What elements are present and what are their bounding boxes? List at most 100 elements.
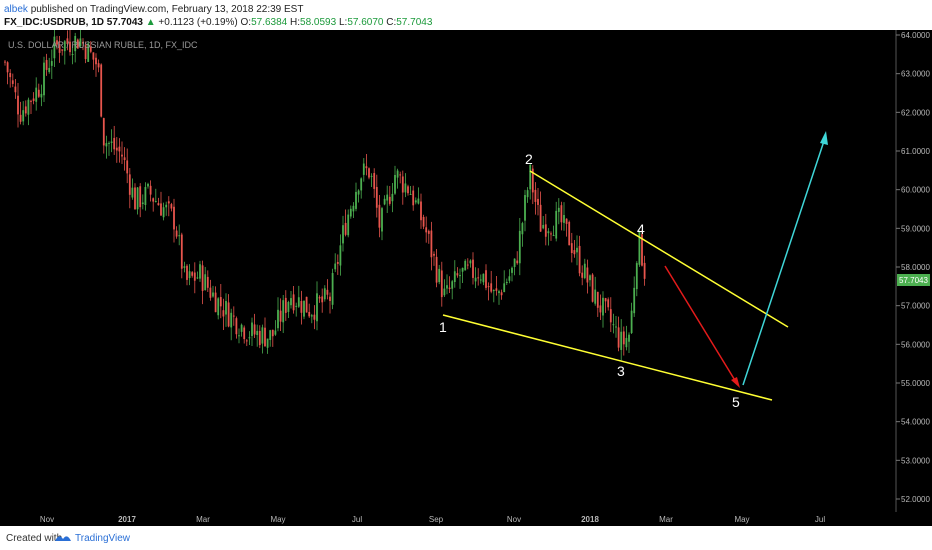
candle-body [248,337,251,339]
price-chart[interactable]: 1 2 3 4 5 U.S. DOLLAR / RUSSIAN RUBLE, 1… [0,26,932,512]
time-axis[interactable]: Nov 2017 Mar May Jul Sep Nov 2018 Mar May Jul [0,512,932,526]
candle-body [583,263,586,279]
candle-body [461,267,464,272]
candle-body [56,40,58,45]
candle-body [440,270,443,298]
candle-body [170,204,173,209]
candle-body [487,286,490,288]
candle-body [586,267,589,283]
candle-body [217,298,220,316]
candle-body [407,186,409,194]
chart-area[interactable]: 1 2 3 4 5 U.S. DOLLAR / RUSSIAN RUBLE, 1… [0,26,932,512]
candle-body [360,178,363,191]
candle-body [24,106,27,114]
candle-body [295,305,298,307]
candle-body [201,265,204,291]
candle-body [87,43,90,62]
wave-label-3: 3 [617,363,625,379]
candle-body [503,283,506,293]
candle-body [245,340,248,342]
time-axis-label: Sep [429,515,444,524]
time-axis-label: Jul [815,515,825,524]
candle-body [238,335,240,337]
price-axis-label: 58.0000 [901,263,930,272]
candle-body [266,338,269,348]
candle-body [6,62,9,73]
candle-body [261,327,264,344]
candle-body [183,266,186,268]
open-label: O: [240,17,252,28]
candle-body [630,310,633,334]
candle-body [557,207,560,212]
upper-trendline[interactable] [529,170,789,328]
candle-body [316,293,318,322]
time-axis-label: Jul [352,515,362,524]
candle-body [22,110,25,122]
candle-body [258,330,261,346]
candle-body [63,41,66,52]
candle-body [100,64,103,117]
candle-body [490,283,493,292]
candle-body [108,142,110,144]
candle-body [425,227,428,233]
candle-body [342,225,344,244]
candle-body [589,275,591,281]
candle-body [344,222,347,235]
candle-body [4,61,6,63]
lower-trendline[interactable] [442,314,773,401]
price-axis[interactable]: 64.0000 63.0000 62.0000 61.0000 60.0000 59.00… [896,31,930,504]
candle-body [336,261,339,264]
price-axis-label: 60.0000 [901,186,930,195]
author-link[interactable]: albek [4,4,28,15]
candle-body [253,324,256,335]
candle-body [417,198,420,204]
time-axis-label: May [270,515,285,524]
candle-body [126,160,129,174]
projection-up-arrow[interactable] [742,137,826,386]
candle-body [544,224,547,237]
candle-body [412,190,415,206]
candle-body [466,264,469,266]
price-axis-label: 61.0000 [901,147,930,156]
candle-body [110,141,113,143]
candle-body [331,273,334,305]
candle-body [568,221,571,246]
candle-body [492,290,495,292]
candle-body [11,80,14,84]
projection-down-arrow[interactable] [664,265,737,383]
wave-label-2: 2 [525,151,533,167]
candle-body [79,38,82,46]
candle-body [284,297,287,313]
candle-body [526,190,529,198]
price-axis-label: 55.0000 [901,379,930,388]
symbol-name: FX_IDC:USDRUB, 1D [4,17,105,28]
tradingview-brand[interactable]: TradingView [75,533,131,544]
candle-body [469,260,472,264]
candle-body [383,198,386,205]
wave-label-5: 5 [732,394,740,410]
candle-body [256,330,259,336]
time-axis-label: 2018 [581,515,599,524]
price-axis-label: 64.0000 [901,31,930,40]
low-label: L: [338,17,348,28]
candle-body [591,274,594,302]
candle-body [144,186,147,205]
candle-body [167,201,170,204]
candle-body [633,287,636,314]
wave-label-4: 4 [637,221,645,237]
change-up-icon: ▲ [145,17,156,28]
candle-body [521,223,524,235]
candle-body [251,322,253,336]
candle-body [433,253,435,256]
candle-body [264,327,266,347]
candle-body [516,260,519,264]
candle-body [134,187,136,210]
candle-body [477,277,480,279]
candle-body [581,272,584,278]
candle-body [180,234,183,269]
candle-body [297,297,300,307]
candle-body [472,259,474,278]
candle-body [607,299,610,308]
candle-body [82,41,84,44]
drawings[interactable]: 1 2 3 4 5 [439,131,828,410]
